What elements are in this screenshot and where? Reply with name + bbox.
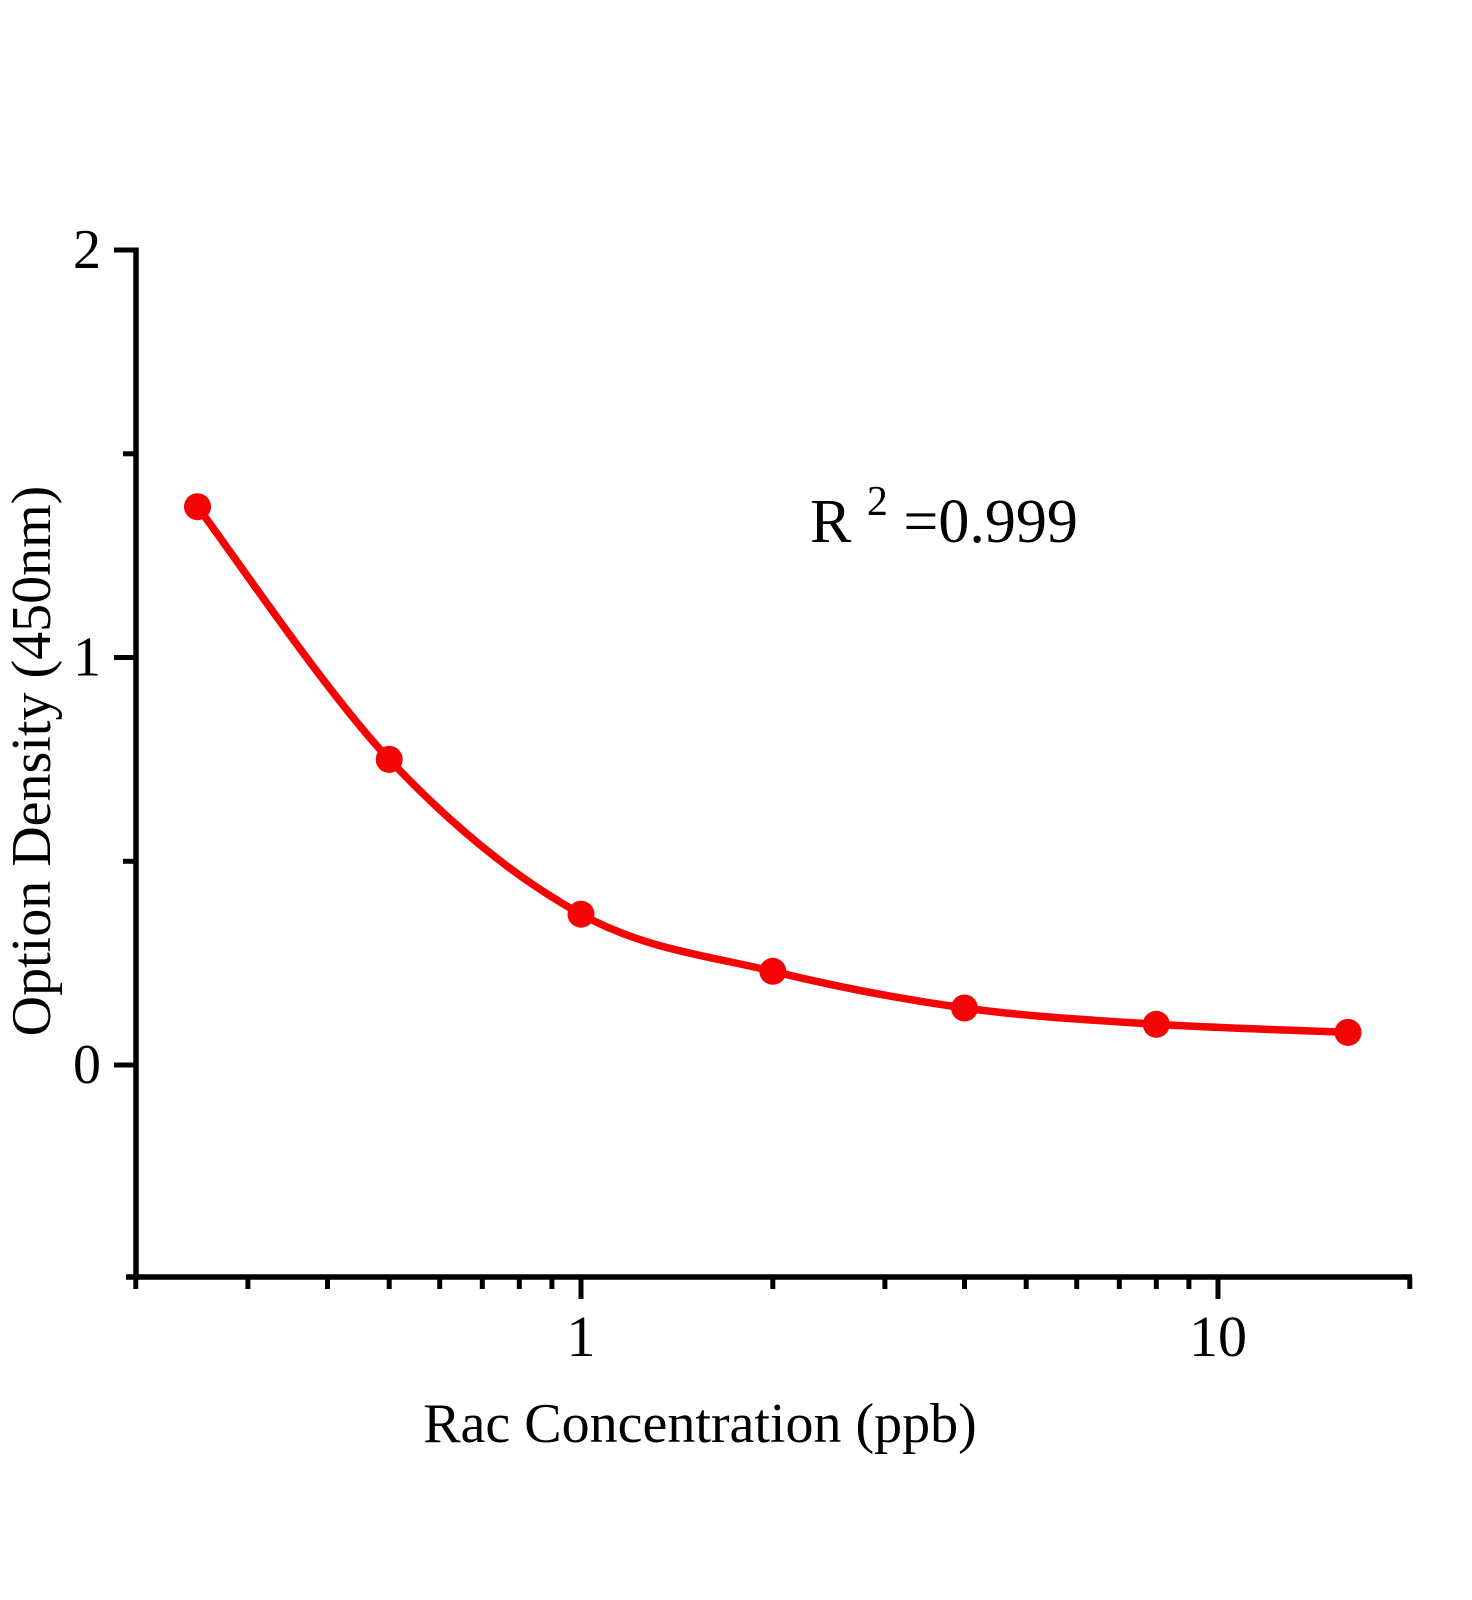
r-squared-annotation: R 2 =0.999 (810, 461, 1078, 556)
y-axis-label: Option Density (450nm) (1, 486, 63, 1037)
axes (126, 247, 1412, 1280)
y-axis-tick-labels: 0 1 2 (73, 219, 101, 1096)
r-squared-value: =0.999 (903, 488, 1077, 556)
y-tick-label: 0 (73, 1034, 101, 1096)
fit-curve (193, 502, 1352, 1037)
r-squared-exponent: 2 (867, 479, 888, 525)
data-point-marker (184, 493, 211, 521)
r-squared-base: R (810, 488, 852, 556)
data-point-marker (375, 745, 403, 773)
data-point-marker (951, 994, 978, 1022)
x-axis-label: Rac Concentration (ppb) (423, 1393, 977, 1455)
y-tick-label: 2 (73, 219, 101, 281)
x-axis-ticks (133, 1277, 1413, 1299)
data-point-marker (567, 900, 595, 928)
x-tick-label: 10 (1189, 1304, 1247, 1369)
y-tick-label: 1 (73, 627, 101, 689)
data-point-marker (1142, 1010, 1170, 1038)
data-points (184, 493, 1362, 1046)
x-axis-tick-labels: 1 10 (567, 1304, 1248, 1369)
y-axis-ticks (114, 247, 136, 1068)
data-point-marker (1334, 1018, 1362, 1046)
data-point-marker (759, 957, 787, 985)
x-tick-label: 1 (567, 1304, 596, 1369)
